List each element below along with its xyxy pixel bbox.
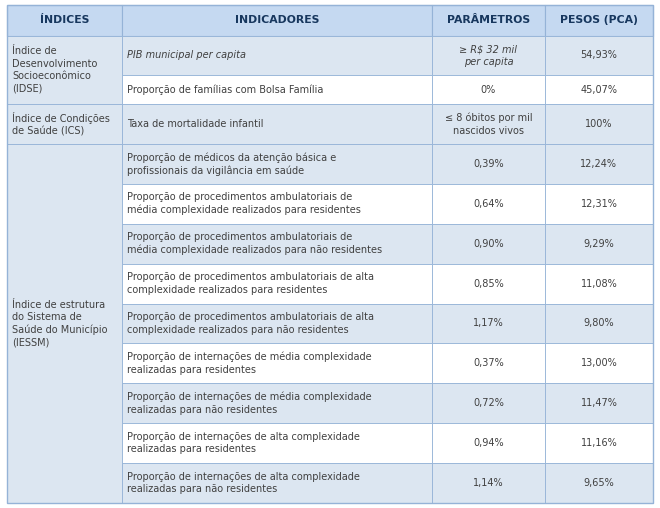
Bar	[122, 36, 432, 75]
Bar	[544, 384, 653, 423]
Bar	[432, 144, 544, 184]
Text: 0,94%: 0,94%	[473, 438, 504, 448]
Bar	[122, 224, 432, 264]
Text: Proporção de médicos da atenção básica e
profissionais da vigilância em saúde: Proporção de médicos da atenção básica e…	[127, 152, 337, 176]
Text: 0,37%: 0,37%	[473, 358, 504, 368]
Bar	[7, 36, 122, 104]
Text: Índice de estrutura
do Sistema de
Saúde do Município
(IESSM): Índice de estrutura do Sistema de Saúde …	[12, 300, 108, 347]
Text: 12,31%: 12,31%	[581, 199, 617, 209]
Text: PARÂMETROS: PARÂMETROS	[447, 15, 530, 25]
Text: 1,14%: 1,14%	[473, 478, 504, 488]
Bar	[544, 36, 653, 75]
Text: Proporção de internações de média complexidade
realizadas para residentes: Proporção de internações de média comple…	[127, 352, 372, 375]
Bar	[544, 144, 653, 184]
Text: 11,08%: 11,08%	[581, 278, 617, 289]
Text: 11,16%: 11,16%	[581, 438, 617, 448]
Text: Proporção de procedimentos ambulatoriais de alta
complexidade realizados para nã: Proporção de procedimentos ambulatoriais…	[127, 312, 374, 335]
Text: 100%: 100%	[585, 119, 612, 129]
Text: ≤ 8 óbitos por mil
nascidos vivos: ≤ 8 óbitos por mil nascidos vivos	[445, 113, 532, 136]
Bar	[432, 75, 544, 104]
Text: PESOS (PCA): PESOS (PCA)	[560, 15, 638, 25]
Text: 1,17%: 1,17%	[473, 319, 504, 329]
Text: 0,90%: 0,90%	[473, 239, 504, 249]
Text: ÍNDICES: ÍNDICES	[40, 15, 89, 25]
Text: 0,85%: 0,85%	[473, 278, 504, 289]
Bar	[544, 264, 653, 304]
Text: 9,29%: 9,29%	[583, 239, 614, 249]
Bar	[122, 5, 432, 36]
Text: INDICADORES: INDICADORES	[235, 15, 319, 25]
Bar	[432, 104, 544, 144]
Bar	[432, 343, 544, 384]
Bar	[432, 384, 544, 423]
Text: 54,93%: 54,93%	[581, 50, 617, 60]
Text: Proporção de procedimentos ambulatoriais de alta
complexidade realizados para re: Proporção de procedimentos ambulatoriais…	[127, 272, 374, 295]
Bar	[544, 104, 653, 144]
Text: Índice de
Desenvolvimento
Socioeconômico
(IDSE): Índice de Desenvolvimento Socioeconômico…	[12, 46, 97, 93]
Bar	[544, 304, 653, 343]
Text: 45,07%: 45,07%	[580, 85, 618, 95]
Bar	[432, 463, 544, 503]
Text: 13,00%: 13,00%	[581, 358, 617, 368]
Bar	[432, 184, 544, 224]
Text: 12,24%: 12,24%	[580, 159, 618, 169]
Bar	[122, 264, 432, 304]
Text: 0,39%: 0,39%	[473, 159, 504, 169]
Bar	[432, 5, 544, 36]
Text: Proporção de internações de alta complexidade
realizadas para não residentes: Proporção de internações de alta complex…	[127, 472, 360, 494]
Text: 9,80%: 9,80%	[583, 319, 614, 329]
Text: 0%: 0%	[480, 85, 496, 95]
Bar	[544, 343, 653, 384]
Bar	[432, 224, 544, 264]
Bar	[544, 184, 653, 224]
Bar	[544, 423, 653, 463]
Text: PIB municipal per capita: PIB municipal per capita	[127, 50, 246, 60]
Bar	[7, 5, 122, 36]
Bar	[432, 264, 544, 304]
Text: Proporção de procedimentos ambulatoriais de
média complexidade realizados para n: Proporção de procedimentos ambulatoriais…	[127, 232, 383, 256]
Text: ≥ R$ 32 mil
per capita: ≥ R$ 32 mil per capita	[459, 44, 517, 67]
Bar	[432, 36, 544, 75]
Text: Proporção de famílias com Bolsa Família: Proporção de famílias com Bolsa Família	[127, 84, 324, 95]
Bar	[544, 5, 653, 36]
Bar	[122, 463, 432, 503]
Text: Proporção de procedimentos ambulatoriais de
média complexidade realizados para r: Proporção de procedimentos ambulatoriais…	[127, 193, 361, 215]
Bar	[122, 184, 432, 224]
Bar	[122, 104, 432, 144]
Bar	[544, 224, 653, 264]
Text: Proporção de internações de média complexidade
realizadas para não residentes: Proporção de internações de média comple…	[127, 392, 372, 415]
Text: 0,72%: 0,72%	[473, 398, 504, 408]
Bar	[122, 423, 432, 463]
Text: 9,65%: 9,65%	[583, 478, 614, 488]
Text: 11,47%: 11,47%	[581, 398, 617, 408]
Bar	[432, 423, 544, 463]
Text: Taxa de mortalidade infantil: Taxa de mortalidade infantil	[127, 119, 264, 129]
Text: Proporção de internações de alta complexidade
realizadas para residentes: Proporção de internações de alta complex…	[127, 432, 360, 454]
Bar	[122, 384, 432, 423]
Bar	[7, 104, 122, 144]
Text: 0,64%: 0,64%	[473, 199, 504, 209]
Bar	[122, 75, 432, 104]
Bar	[544, 75, 653, 104]
Text: Índice de Condições
de Saúde (ICS): Índice de Condições de Saúde (ICS)	[12, 112, 110, 136]
Bar	[544, 463, 653, 503]
Bar	[432, 304, 544, 343]
Bar	[122, 304, 432, 343]
Bar	[122, 343, 432, 384]
Bar	[122, 144, 432, 184]
Bar	[7, 144, 122, 503]
